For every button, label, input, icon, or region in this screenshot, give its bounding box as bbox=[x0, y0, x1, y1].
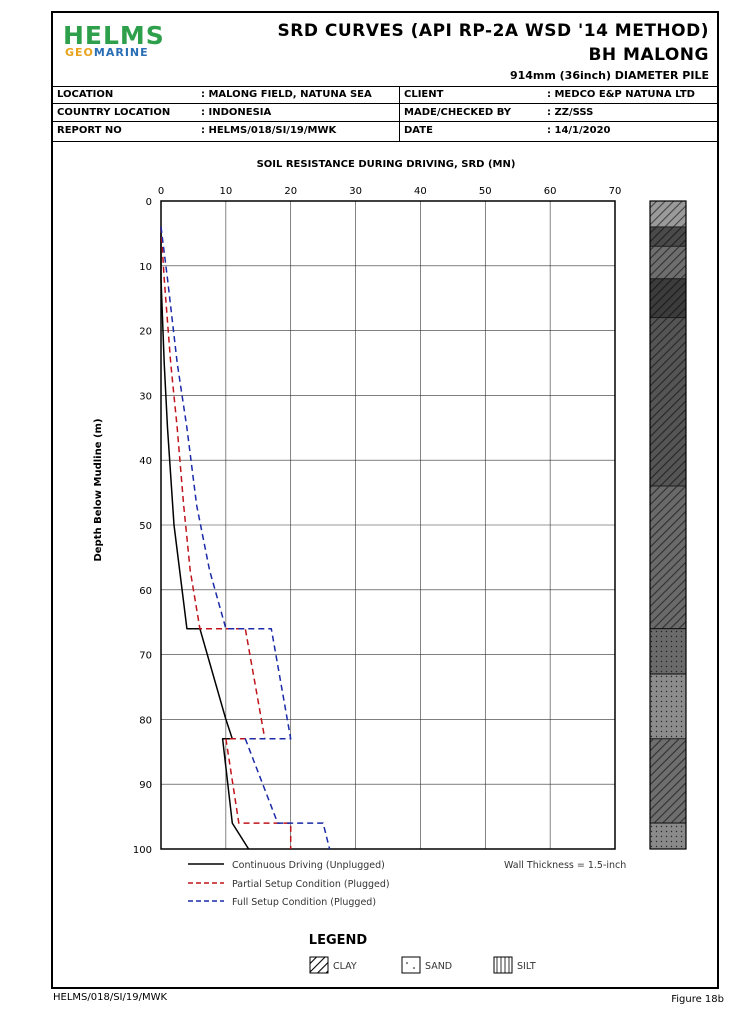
country-value: : INDONESIA bbox=[201, 107, 272, 118]
soil-layer-texture bbox=[649, 822, 687, 850]
sand-swatch-dot-2 bbox=[413, 967, 415, 969]
date-value: : 14/1/2020 bbox=[547, 125, 611, 136]
y-tick-label: 30 bbox=[139, 391, 152, 402]
soil-layer-texture bbox=[649, 245, 687, 280]
soil-legend-title: LEGEND bbox=[309, 933, 368, 948]
x-tick-label: 60 bbox=[544, 186, 557, 197]
y-tick-label: 20 bbox=[139, 327, 152, 338]
y-tick-label: 80 bbox=[139, 715, 152, 726]
report-title: SRD CURVES (API RP-2A WSD '14 METHOD) bbox=[277, 21, 709, 41]
chart-title: SOIL RESISTANCE DURING DRIVING, SRD (MN) bbox=[257, 159, 516, 170]
clay-legend-label: CLAY bbox=[333, 961, 357, 972]
series-partial-setup-line bbox=[160, 226, 292, 849]
date-label: DATE bbox=[404, 125, 433, 136]
report-no-value: : HELMS/018/SI/19/MWK bbox=[201, 125, 337, 136]
wall-thickness-note: Wall Thickness = 1.5-inch bbox=[504, 860, 626, 871]
y-axis-label: Depth Below Mudline (m) bbox=[93, 418, 104, 561]
y-tick-label: 40 bbox=[139, 456, 152, 467]
made-checked-value: : ZZ/SSS bbox=[547, 107, 594, 118]
legend-label-partial: Partial Setup Condition (Plugged) bbox=[232, 879, 390, 890]
y-tick-label: 60 bbox=[139, 586, 152, 597]
report-no-label: REPORT NO bbox=[57, 125, 122, 136]
borehole-title: BH MALONG bbox=[588, 45, 709, 65]
legend-label-unplugged: Continuous Driving (Unplugged) bbox=[232, 860, 385, 871]
soil-column-border bbox=[649, 200, 687, 850]
x-tick-label: 0 bbox=[158, 186, 164, 197]
y-tick-label: 90 bbox=[139, 780, 152, 791]
x-tick-label: 70 bbox=[609, 186, 622, 197]
x-tick-label: 30 bbox=[349, 186, 362, 197]
silt-legend-label: SILT bbox=[517, 961, 536, 972]
x-tick-label: 10 bbox=[219, 186, 232, 197]
clay-swatch bbox=[309, 956, 329, 974]
company-logo-subtitle: GEOMARINE bbox=[65, 46, 149, 59]
plot-area bbox=[160, 200, 616, 850]
info-table: LOCATION : MALONG FIELD, NATUNA SEA COUN… bbox=[53, 86, 717, 142]
soil-layer-texture bbox=[649, 628, 687, 675]
client-label: CLIENT bbox=[404, 89, 444, 100]
company-logo: HELMS bbox=[63, 21, 165, 50]
y-tick-label: 50 bbox=[139, 521, 152, 532]
x-tick-label: 40 bbox=[414, 186, 427, 197]
y-tick-label: 70 bbox=[139, 651, 152, 662]
country-label: COUNTRY LOCATION bbox=[57, 107, 171, 118]
soil-layer-texture bbox=[649, 200, 687, 228]
soil-layer-texture bbox=[649, 485, 687, 630]
y-tick-label: 10 bbox=[139, 262, 152, 273]
title-block: HELMS GEOMARINE SRD CURVES (API RP-2A WS… bbox=[53, 13, 717, 87]
sand-legend-label: SAND bbox=[425, 961, 452, 972]
footer-figure-no: Figure 18b bbox=[671, 994, 724, 1005]
sand-swatch bbox=[401, 956, 421, 974]
series-full-setup-line bbox=[160, 226, 331, 850]
location-label: LOCATION bbox=[57, 89, 114, 100]
legend-label-full: Full Setup Condition (Plugged) bbox=[232, 897, 376, 908]
soil-layer-texture bbox=[649, 278, 687, 319]
series-unplugged-line bbox=[160, 226, 250, 850]
soil-layer-texture bbox=[649, 673, 687, 740]
x-tick-label: 20 bbox=[284, 186, 297, 197]
soil-layer-texture bbox=[649, 317, 687, 487]
soil-layer-texture bbox=[649, 738, 687, 824]
location-value: : MALONG FIELD, NATUNA SEA bbox=[201, 89, 372, 100]
client-value: : MEDCO E&P NATUNA LTD bbox=[547, 89, 695, 100]
pile-subtitle: 914mm (36inch) DIAMETER PILE bbox=[509, 69, 709, 82]
report-sheet: HELMS GEOMARINE SRD CURVES (API RP-2A WS… bbox=[51, 11, 719, 989]
sand-swatch-dot-1 bbox=[406, 962, 408, 964]
footer-report-no: HELMS/018/SI/19/MWK bbox=[53, 992, 168, 1003]
made-checked-label: MADE/CHECKED BY bbox=[404, 107, 512, 118]
soil-layer-texture bbox=[649, 226, 687, 247]
y-tick-label: 0 bbox=[146, 197, 152, 208]
silt-swatch bbox=[493, 956, 513, 974]
x-tick-label: 50 bbox=[479, 186, 492, 197]
y-tick-label: 100 bbox=[133, 845, 152, 856]
